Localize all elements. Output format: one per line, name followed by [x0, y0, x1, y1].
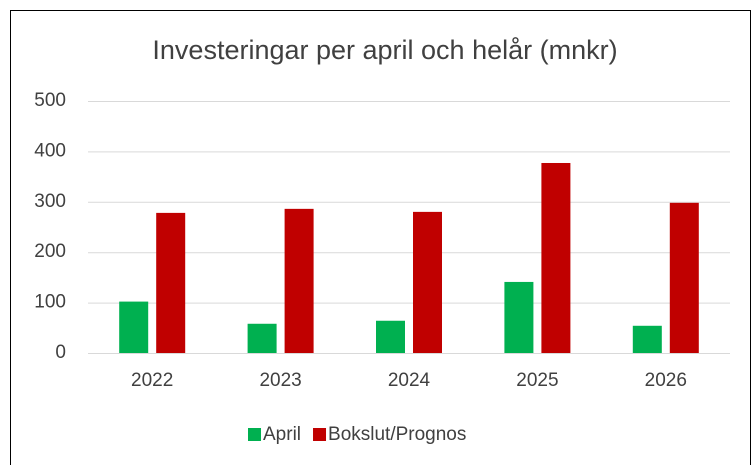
x-tick-label: 2025 — [516, 370, 558, 391]
bar — [669, 202, 699, 353]
x-tick-label: 2022 — [131, 370, 173, 391]
y-tick-label: 100 — [34, 292, 66, 313]
bar — [413, 211, 442, 353]
bar — [156, 212, 186, 353]
bar — [632, 325, 662, 353]
bar — [284, 208, 314, 353]
y-tick-label: 500 — [34, 90, 66, 111]
legend-swatch — [248, 428, 261, 441]
legend-label: Bokslut/Prognos — [328, 424, 466, 445]
bar — [541, 162, 571, 353]
x-tick-label: 2023 — [259, 370, 301, 391]
chart-frame — [10, 10, 751, 465]
bar — [504, 281, 534, 353]
bar — [247, 323, 277, 353]
x-tick-label: 2024 — [388, 370, 431, 391]
bar — [119, 301, 149, 353]
y-tick-label: 400 — [34, 140, 66, 161]
y-tick-label: 200 — [34, 241, 66, 262]
y-tick-label: 0 — [55, 342, 66, 363]
chart-title: Investeringar per april och helår (mnkr) — [152, 35, 617, 65]
y-tick-label: 300 — [34, 191, 66, 212]
legend-label: April — [263, 424, 301, 445]
x-tick-label: 2026 — [645, 370, 687, 391]
legend-swatch — [313, 428, 327, 441]
bar — [376, 320, 405, 353]
